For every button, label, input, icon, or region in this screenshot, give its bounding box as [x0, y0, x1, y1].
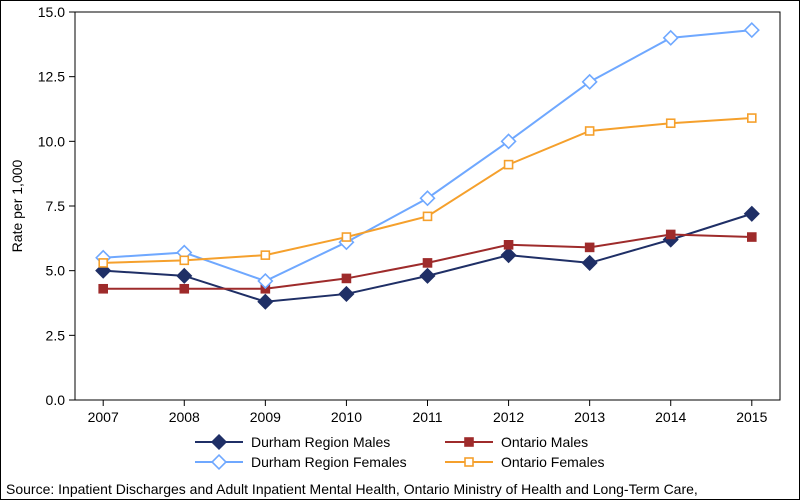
marker-square [505, 241, 513, 249]
marker-square [465, 458, 473, 466]
y-axis-title: Rate per 1,000 [9, 159, 25, 252]
marker-square [586, 127, 594, 135]
marker-square [342, 233, 350, 241]
legend-label: Durham Region Females [251, 454, 407, 470]
marker-square [180, 256, 188, 264]
legend-label: Durham Region Males [251, 434, 390, 450]
y-tick-label: 0.0 [46, 392, 66, 408]
x-tick-label: 2012 [493, 409, 524, 425]
line-chart: 0.0 2.5 5.0 7.5 10.0 12.5 15.0 2007 2008 2009 2010… [0, 0, 800, 500]
legend-label: Ontario Males [501, 434, 588, 450]
marker-square [748, 114, 756, 122]
marker-square [342, 274, 350, 282]
marker-square [424, 259, 432, 267]
y-tick-label: 15.0 [38, 4, 65, 20]
legend-label: Ontario Females [501, 454, 604, 470]
x-tick-label: 2013 [574, 409, 605, 425]
y-tick-label: 7.5 [46, 198, 66, 214]
legend: Durham Region Males Ontario Males Durham R… [195, 434, 604, 470]
marker-square [424, 212, 432, 220]
x-tick-label: 2010 [331, 409, 362, 425]
y-tick-label: 5.0 [46, 263, 66, 279]
x-tick-label: 2007 [88, 409, 119, 425]
x-tick-label: 2008 [169, 409, 200, 425]
marker-square [261, 251, 269, 259]
marker-diamond [212, 435, 226, 449]
x-tick-label: 2014 [655, 409, 686, 425]
marker-square [465, 438, 473, 446]
marker-square [667, 119, 675, 127]
x-tick-label: 2011 [412, 409, 442, 425]
y-tick-label: 2.5 [46, 327, 66, 343]
marker-square [667, 230, 675, 238]
marker-square [99, 259, 107, 267]
y-tick-label: 12.5 [38, 69, 65, 85]
x-tick-label: 2009 [250, 409, 281, 425]
source-text-line1: Source: Inpatient Discharges and Adult I… [6, 481, 698, 497]
x-tick-label: 2015 [736, 409, 767, 425]
marker-square [99, 285, 107, 293]
marker-diamond [212, 455, 226, 469]
marker-square [748, 233, 756, 241]
chart-container: 0.0 2.5 5.0 7.5 10.0 12.5 15.0 2007 2008 2009 2010… [0, 0, 800, 500]
y-tick-label: 10.0 [38, 133, 65, 149]
marker-square [180, 285, 188, 293]
marker-square [505, 161, 513, 169]
marker-square [586, 243, 594, 251]
